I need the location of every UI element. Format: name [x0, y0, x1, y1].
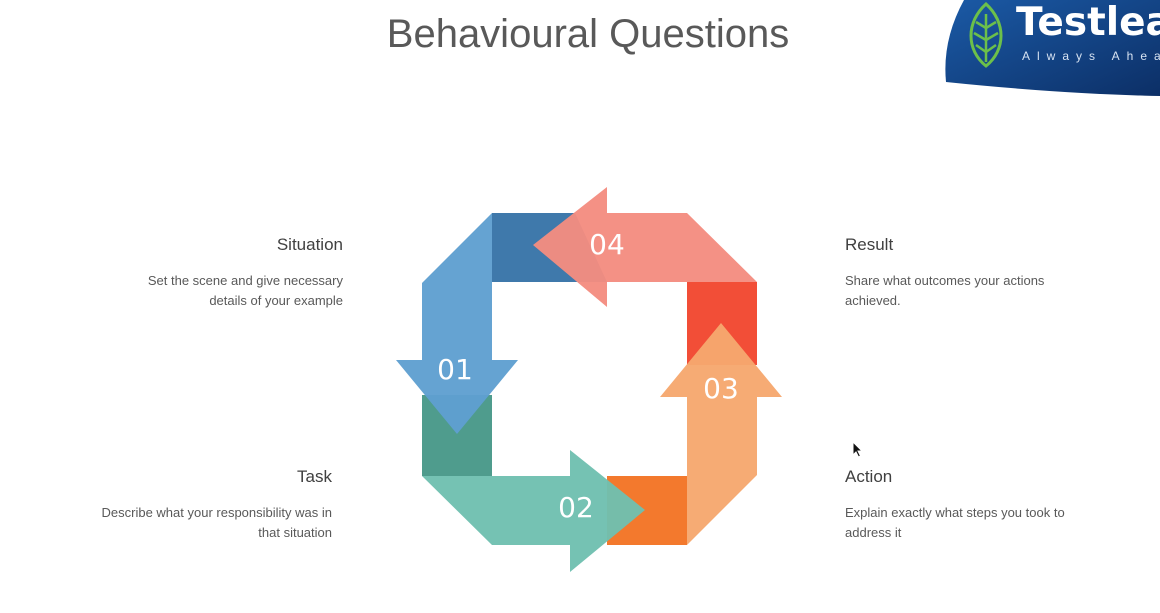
mouse-cursor-icon — [852, 441, 864, 458]
arrow-04 — [533, 187, 757, 307]
step-number-04: 04 — [589, 228, 625, 261]
arrow-02 — [422, 450, 645, 572]
action-label: Action — [845, 467, 893, 486]
situation-label: Situation — [276, 235, 343, 254]
result-block: Result Share what outcomes your actions … — [845, 235, 1075, 311]
result-label: Result — [845, 235, 894, 254]
result-description: Share what outcomes your actions achieve… — [845, 273, 1045, 308]
logo-tagline: Always Ahead — [1022, 49, 1160, 63]
task-block: Task Describe what your responsibility w… — [90, 467, 332, 543]
cycle-diagram: 01 02 03 04 — [396, 187, 782, 572]
testleaf-logo: Testleaf Always Ahead — [942, 0, 1160, 100]
arrow-01 — [396, 213, 518, 434]
logo-name: Testleaf — [1016, 0, 1160, 45]
action-description: Explain exactly what steps you took to a… — [845, 505, 1065, 540]
action-block: Action Explain exactly what steps you to… — [845, 467, 1095, 543]
situation-description: Set the scene and give necessary details… — [147, 273, 343, 308]
corner-bottom-right — [607, 476, 687, 545]
task-description: Describe what your responsibility was in… — [101, 505, 332, 540]
corner-bottom-left — [422, 395, 492, 476]
step-number-02: 02 — [558, 491, 594, 524]
leaf-icon — [969, 2, 1003, 68]
step-number-01: 01 — [437, 353, 473, 386]
situation-block: Situation Set the scene and give necessa… — [110, 235, 343, 311]
slide-title: Behavioural Questions — [386, 12, 790, 56]
arrow-03 — [660, 323, 782, 545]
task-label: Task — [297, 467, 332, 486]
step-number-03: 03 — [703, 372, 739, 405]
